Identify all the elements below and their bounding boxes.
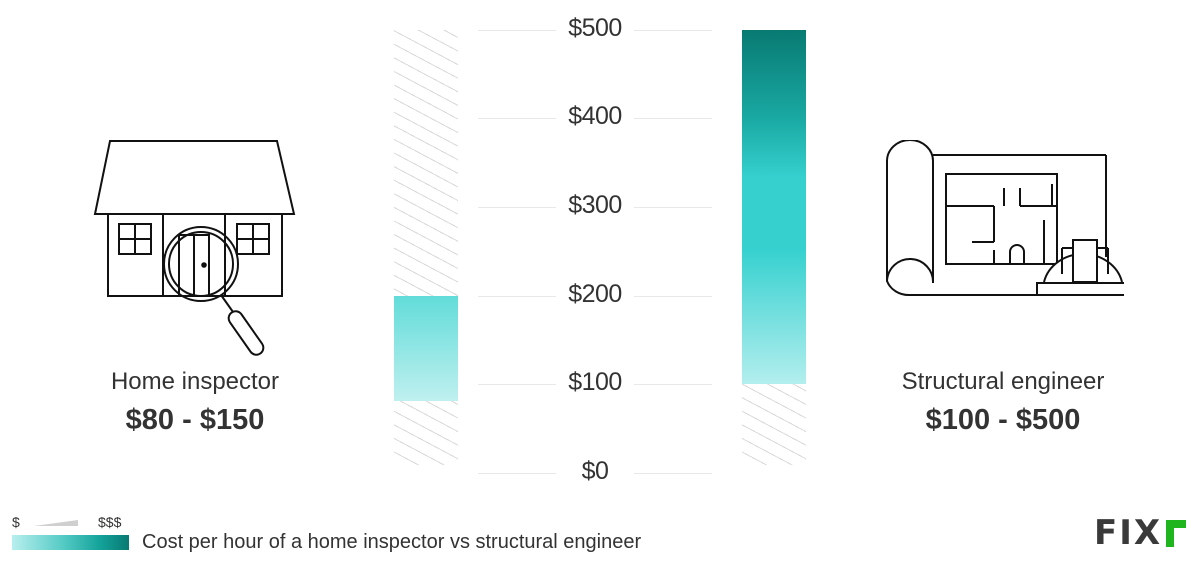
fixr-logo-text: FIX — [1094, 513, 1163, 553]
gridline-300 — [478, 207, 556, 208]
gridline-400-r — [634, 118, 712, 119]
home-inspector-bar — [394, 296, 458, 401]
gridline-400 — [478, 118, 556, 119]
tick-100: $100 — [568, 368, 622, 396]
tick-0: $0 — [581, 457, 609, 485]
gridline-100-r — [634, 384, 712, 385]
fixr-logo-r-icon — [1166, 519, 1187, 547]
tick-500: $500 — [568, 14, 622, 42]
gridline-0-r — [634, 473, 712, 474]
legend-high-label: $$$ — [98, 514, 122, 530]
structural-engineer-label: Structural engineer — [901, 368, 1105, 395]
tick-300: $300 — [568, 191, 622, 219]
gridline-500-r — [634, 30, 712, 31]
gridline-300-r — [634, 207, 712, 208]
legend-low-label: $ — [12, 514, 20, 530]
gridline-0 — [478, 473, 556, 474]
gridline-100 — [478, 384, 556, 385]
house-magnifier-icon — [93, 140, 298, 360]
tick-200: $200 — [568, 280, 622, 308]
gridline-500 — [478, 30, 556, 31]
legend-gradient-bar — [12, 535, 129, 550]
gridline-200-r — [634, 296, 712, 297]
legend-scale-wedge — [34, 520, 78, 526]
gridline-200 — [478, 296, 556, 297]
home-inspector-range: $80 - $150 — [125, 404, 265, 436]
legend: $ $$$ Cost per hour of a home inspector … — [12, 514, 712, 554]
tick-400: $400 — [568, 102, 622, 130]
structural-engineer-range: $100 - $500 — [925, 404, 1081, 436]
structural-engineer-bar — [742, 30, 806, 384]
blueprint-hardhat-icon — [884, 140, 1124, 300]
legend-caption: Cost per hour of a home inspector vs str… — [142, 531, 642, 553]
fixr-logo: FIX — [1094, 513, 1187, 553]
home-inspector-label: Home inspector — [110, 368, 280, 395]
